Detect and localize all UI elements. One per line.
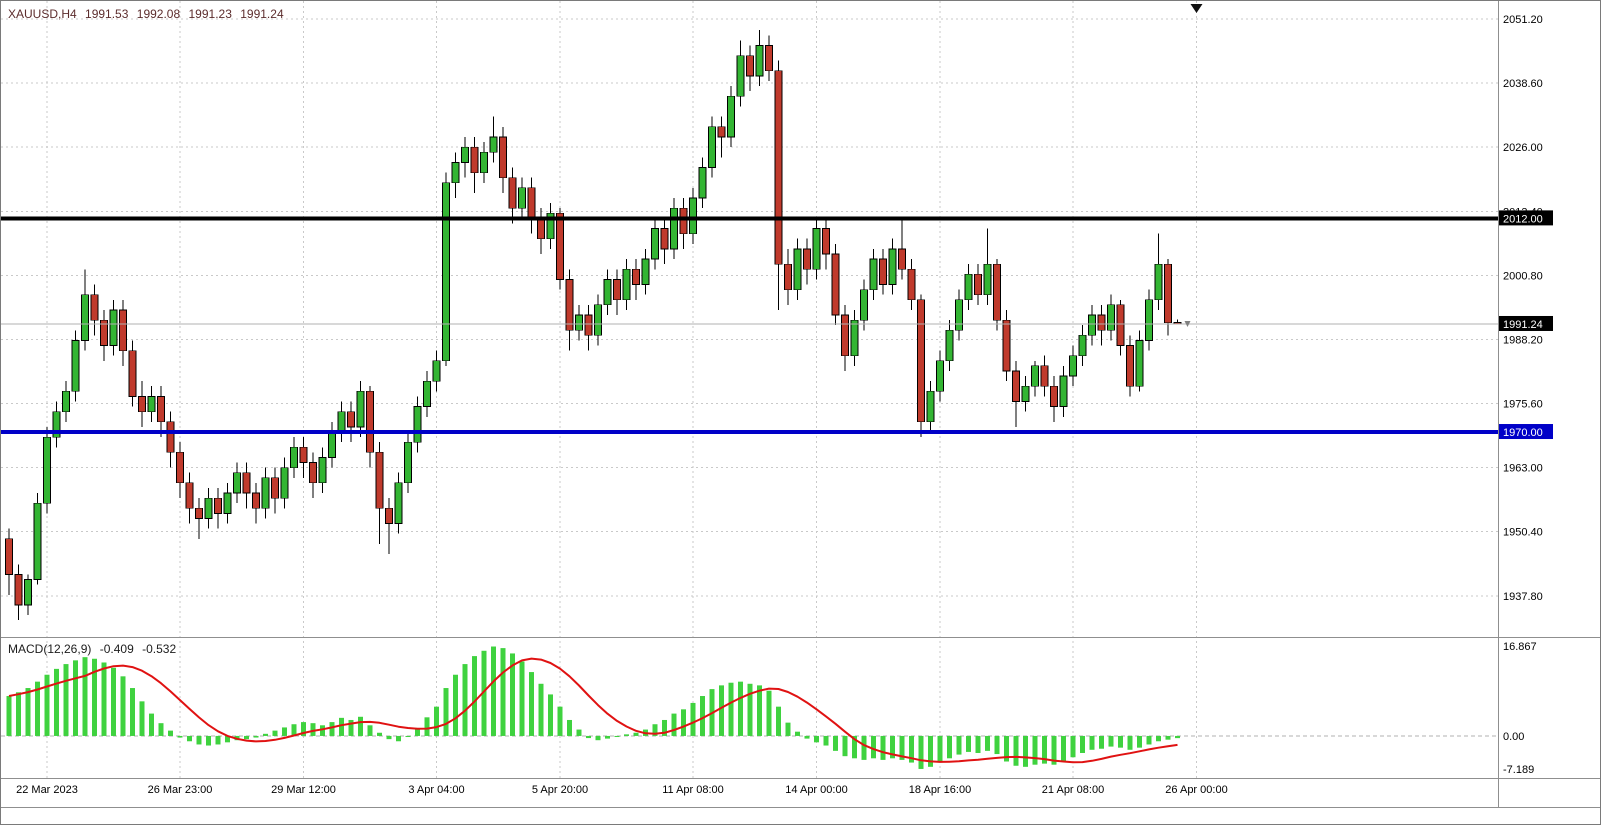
quote-high: 1992.08: [136, 7, 181, 21]
current-price-badge-label: 1991.24: [1503, 319, 1543, 331]
macd-indicator-label: MACD(12,26,9) -0.409 -0.532: [8, 642, 181, 656]
price-badge-1970.00: [1499, 424, 1553, 440]
time-axis-label: 3 Apr 04:00: [408, 784, 464, 796]
time-axis-label: 14 Apr 00:00: [785, 784, 847, 796]
time-axis-label: 21 Apr 08:00: [1042, 784, 1104, 796]
grid: [1, 1, 1498, 778]
macd-signal-value: -0.532: [142, 642, 177, 656]
chart-shift-marker-icon[interactable]: [1190, 4, 1203, 13]
price-axis-label: 2051.20: [1503, 14, 1543, 26]
time-axis-label: 11 Apr 08:00: [662, 784, 724, 796]
time-scale[interactable]: [1, 779, 1498, 807]
macd-axis-label: -7.189: [1503, 764, 1534, 776]
quote-close: 1991.24: [240, 7, 284, 21]
price-axis-label: 1975.60: [1503, 399, 1543, 411]
candles: [5, 30, 1182, 621]
time-axis-label: 22 Mar 2023: [16, 784, 78, 796]
price-badge-label: 1970.00: [1503, 427, 1543, 439]
price-axis-label: 1988.20: [1503, 334, 1543, 346]
time-axis-label: 5 Apr 20:00: [532, 784, 588, 796]
time-axis-label: 29 Mar 12:00: [271, 784, 336, 796]
price-badge-label: 2012.00: [1503, 213, 1543, 225]
bottom-strip: [1, 808, 1600, 824]
price-badge-2012.00: [1499, 210, 1553, 226]
quote-low: 1991.23: [188, 7, 232, 21]
price-axis-label: 2038.60: [1503, 78, 1543, 90]
current-price-badge: [1499, 315, 1553, 331]
price-axis-label: 1950.40: [1503, 527, 1543, 539]
symbol-period: XAUUSD,H4: [8, 7, 77, 21]
chart-title: XAUUSD,H4 1991.53 1992.08 1991.23 1991.2…: [8, 7, 289, 21]
time-axis-label: 26 Mar 23:00: [148, 784, 213, 796]
horizontal-lines[interactable]: [1, 216, 1498, 435]
macd-main-value: -0.409: [99, 642, 134, 656]
axes: 2051.202038.602026.002013.402000.801988.…: [16, 4, 1553, 796]
time-axis-label: 26 Apr 00:00: [1165, 784, 1227, 796]
price-scale[interactable]: [1499, 1, 1601, 778]
macd-axis-label: 0.00: [1503, 731, 1524, 743]
chart-canvas[interactable]: 2051.202038.602026.002013.402000.801988.…: [1, 1, 1601, 808]
macd-panel: [1, 646, 1498, 769]
quote-open: 1991.53: [85, 7, 129, 21]
price-axis-label: 2026.00: [1503, 142, 1543, 154]
price-marker-icon: [1184, 320, 1191, 327]
macd-signal-line: [8, 657, 1178, 764]
macd-name: MACD(12,26,9): [8, 642, 92, 656]
price-axis-label: 1963.00: [1503, 463, 1543, 475]
macd-axis-label: 16.867: [1503, 641, 1537, 653]
time-axis-label: 18 Apr 16:00: [909, 784, 971, 796]
price-axis-label: 1937.80: [1503, 591, 1543, 603]
price-axis-label: 2000.80: [1503, 270, 1543, 282]
